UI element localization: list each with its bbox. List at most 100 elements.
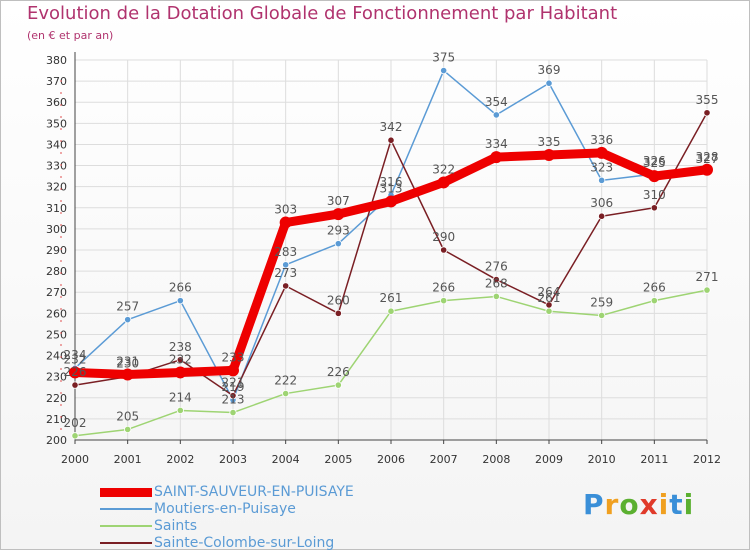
data-point-0-11	[648, 170, 661, 183]
y-tick-label: 380	[46, 54, 67, 67]
data-point-2-12	[703, 286, 711, 294]
data-point-0-9	[543, 149, 555, 161]
data-label-0-3: 233	[222, 350, 245, 364]
data-label-2-10: 259	[590, 295, 613, 309]
y-tick-label: 260	[46, 307, 67, 320]
y-tick-label: 360	[46, 96, 67, 109]
data-point-0-5	[332, 208, 345, 221]
x-tick-label: 2012	[693, 453, 721, 466]
legend-swatch-0	[100, 488, 152, 497]
data-point-2-4	[282, 389, 290, 398]
y-tick-label: 300	[46, 223, 67, 236]
data-point-3-9	[545, 301, 553, 309]
data-label-0-4: 303	[274, 203, 297, 217]
data-point-2-5	[334, 381, 342, 389]
data-label-1-1: 257	[116, 300, 139, 314]
data-point-3-7	[440, 246, 448, 254]
data-label-1-10: 323	[590, 160, 613, 174]
data-point-0-4	[279, 216, 292, 229]
legend-label-2: Saints	[154, 518, 198, 534]
data-label-1-8: 354	[485, 95, 508, 109]
y-tick-label: 330	[46, 160, 67, 173]
x-tick-label: 2005	[324, 453, 352, 466]
data-label-0-2: 232	[169, 352, 192, 366]
data-label-3-12: 355	[696, 93, 719, 107]
y-tick-label: 230	[46, 371, 67, 384]
legend-swatch-1	[100, 508, 152, 510]
chart-title: Evolution de la Dotation Globale de Fonc…	[27, 3, 618, 24]
data-point-3-8	[492, 275, 500, 284]
data-label-2-7: 266	[432, 281, 455, 295]
legend-label-1: Moutiers-en-Puisaye	[154, 501, 296, 517]
data-point-1-10	[598, 176, 606, 184]
data-label-1-12: 327	[696, 152, 719, 166]
y-tick-label: 350	[46, 117, 67, 130]
legend-label-0: SAINT-SAUVEUR-EN-PUISAYE	[154, 484, 354, 500]
data-label-3-10: 306	[590, 196, 613, 210]
data-point-1-4	[282, 261, 290, 269]
data-label-1-2: 266	[169, 281, 192, 295]
data-label-2-11: 266	[643, 281, 666, 295]
y-tick-label: 270	[46, 286, 67, 299]
legend-swatch-3	[100, 542, 152, 544]
data-point-0-8	[490, 151, 503, 164]
data-label-3-3: 221	[222, 376, 245, 390]
data-point-3-10	[598, 212, 606, 220]
data-point-1-1	[124, 316, 132, 324]
data-label-3-11: 310	[643, 188, 666, 202]
x-tick-label: 2003	[219, 453, 247, 466]
data-point-1-9	[545, 79, 553, 87]
data-label-3-7: 290	[432, 230, 455, 244]
data-label-2-6: 261	[380, 291, 403, 305]
data-label-1-6: 316	[380, 175, 403, 189]
x-tick-label: 2000	[61, 453, 89, 466]
data-point-2-10	[598, 311, 606, 320]
data-label-0-6: 313	[380, 181, 403, 195]
data-point-3-6	[387, 136, 395, 144]
data-label-0-1: 231	[116, 355, 139, 369]
data-point-2-6	[387, 307, 395, 315]
data-label-3-2: 238	[169, 340, 192, 354]
data-label-3-4: 273	[274, 266, 297, 280]
data-point-0-0	[69, 366, 81, 379]
data-point-2-9	[545, 307, 553, 315]
legend-label-3: Sainte-Colombe-sur-Loing	[154, 535, 335, 551]
data-label-3-5: 260	[327, 293, 350, 307]
data-point-0-10	[595, 146, 608, 159]
data-point-0-7	[437, 176, 450, 189]
data-point-2-3	[229, 408, 237, 417]
data-point-0-2	[174, 366, 187, 379]
data-point-2-8	[492, 292, 500, 301]
data-label-1-9: 369	[538, 63, 561, 77]
data-label-2-0: 202	[64, 416, 87, 430]
data-label-2-12: 271	[696, 270, 719, 284]
data-label-1-0: 234	[64, 348, 87, 362]
data-label-3-9: 264	[538, 285, 561, 299]
data-label-2-8: 268	[485, 276, 508, 290]
y-tick-label: 240	[46, 350, 67, 363]
data-point-3-4	[282, 282, 290, 290]
data-label-1-4: 283	[274, 245, 297, 259]
y-tick-label: 250	[46, 328, 67, 341]
y-tick-label: 290	[46, 244, 67, 257]
data-label-1-7: 375	[432, 51, 455, 65]
y-tick-label: 200	[46, 434, 67, 447]
data-point-2-0	[71, 432, 79, 440]
data-point-2-11	[650, 297, 658, 305]
data-label-2-5: 226	[327, 365, 350, 379]
data-point-1-7	[440, 66, 448, 75]
data-point-2-7	[440, 297, 448, 305]
data-point-2-2	[176, 406, 184, 415]
data-point-3-0	[71, 381, 79, 389]
y-tick-label: 320	[46, 181, 67, 194]
data-point-1-5	[334, 240, 342, 248]
data-label-2-2: 214	[169, 390, 192, 404]
proxiti-logo: Proxiti	[583, 488, 695, 521]
y-tick-label: 220	[46, 392, 67, 405]
data-label-0-5: 307	[327, 194, 350, 208]
x-tick-label: 2004	[272, 453, 300, 466]
y-tick-label: 340	[46, 138, 67, 151]
data-label-0-0: 232	[64, 352, 87, 366]
